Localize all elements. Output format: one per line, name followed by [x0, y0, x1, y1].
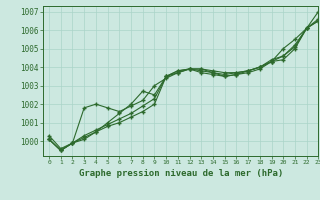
X-axis label: Graphe pression niveau de la mer (hPa): Graphe pression niveau de la mer (hPa) — [79, 169, 283, 178]
